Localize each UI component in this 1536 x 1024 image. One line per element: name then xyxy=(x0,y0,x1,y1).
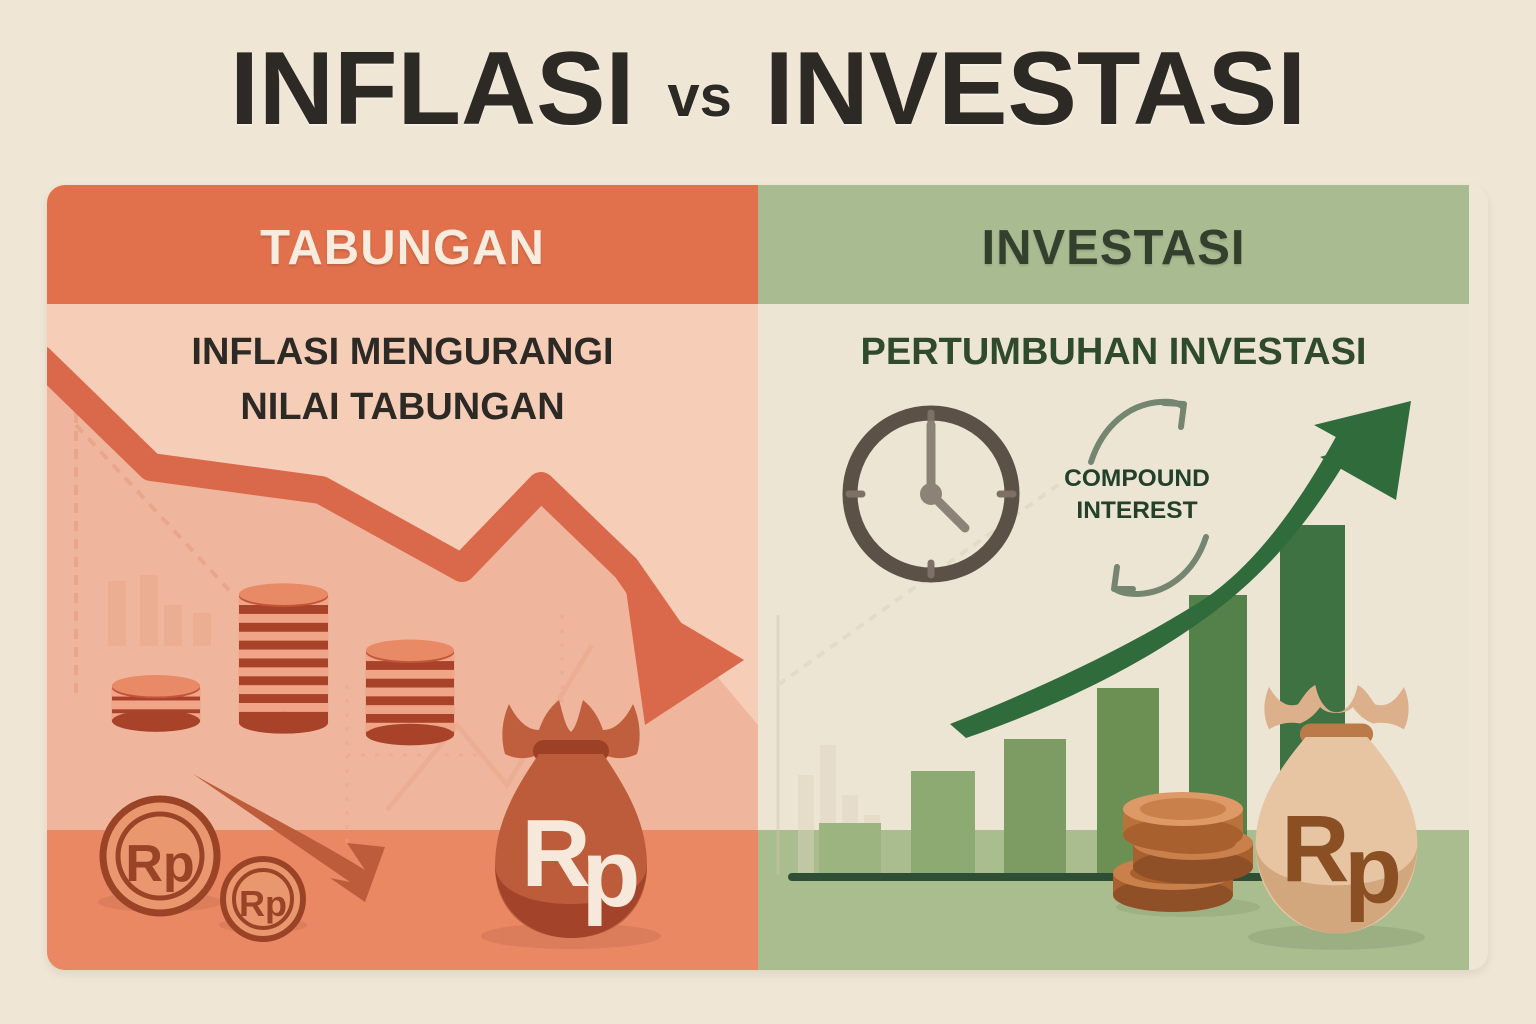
svg-text:R: R xyxy=(521,800,590,907)
svg-text:COMPOUND: COMPOUND xyxy=(1064,465,1210,492)
svg-text:R: R xyxy=(1281,796,1349,901)
svg-text:p: p xyxy=(1344,818,1402,923)
svg-text:Rp: Rp xyxy=(239,883,287,924)
svg-text:Rp: Rp xyxy=(125,835,194,893)
svg-text:INTEREST: INTEREST xyxy=(1076,497,1197,524)
svg-text:p: p xyxy=(582,820,641,927)
